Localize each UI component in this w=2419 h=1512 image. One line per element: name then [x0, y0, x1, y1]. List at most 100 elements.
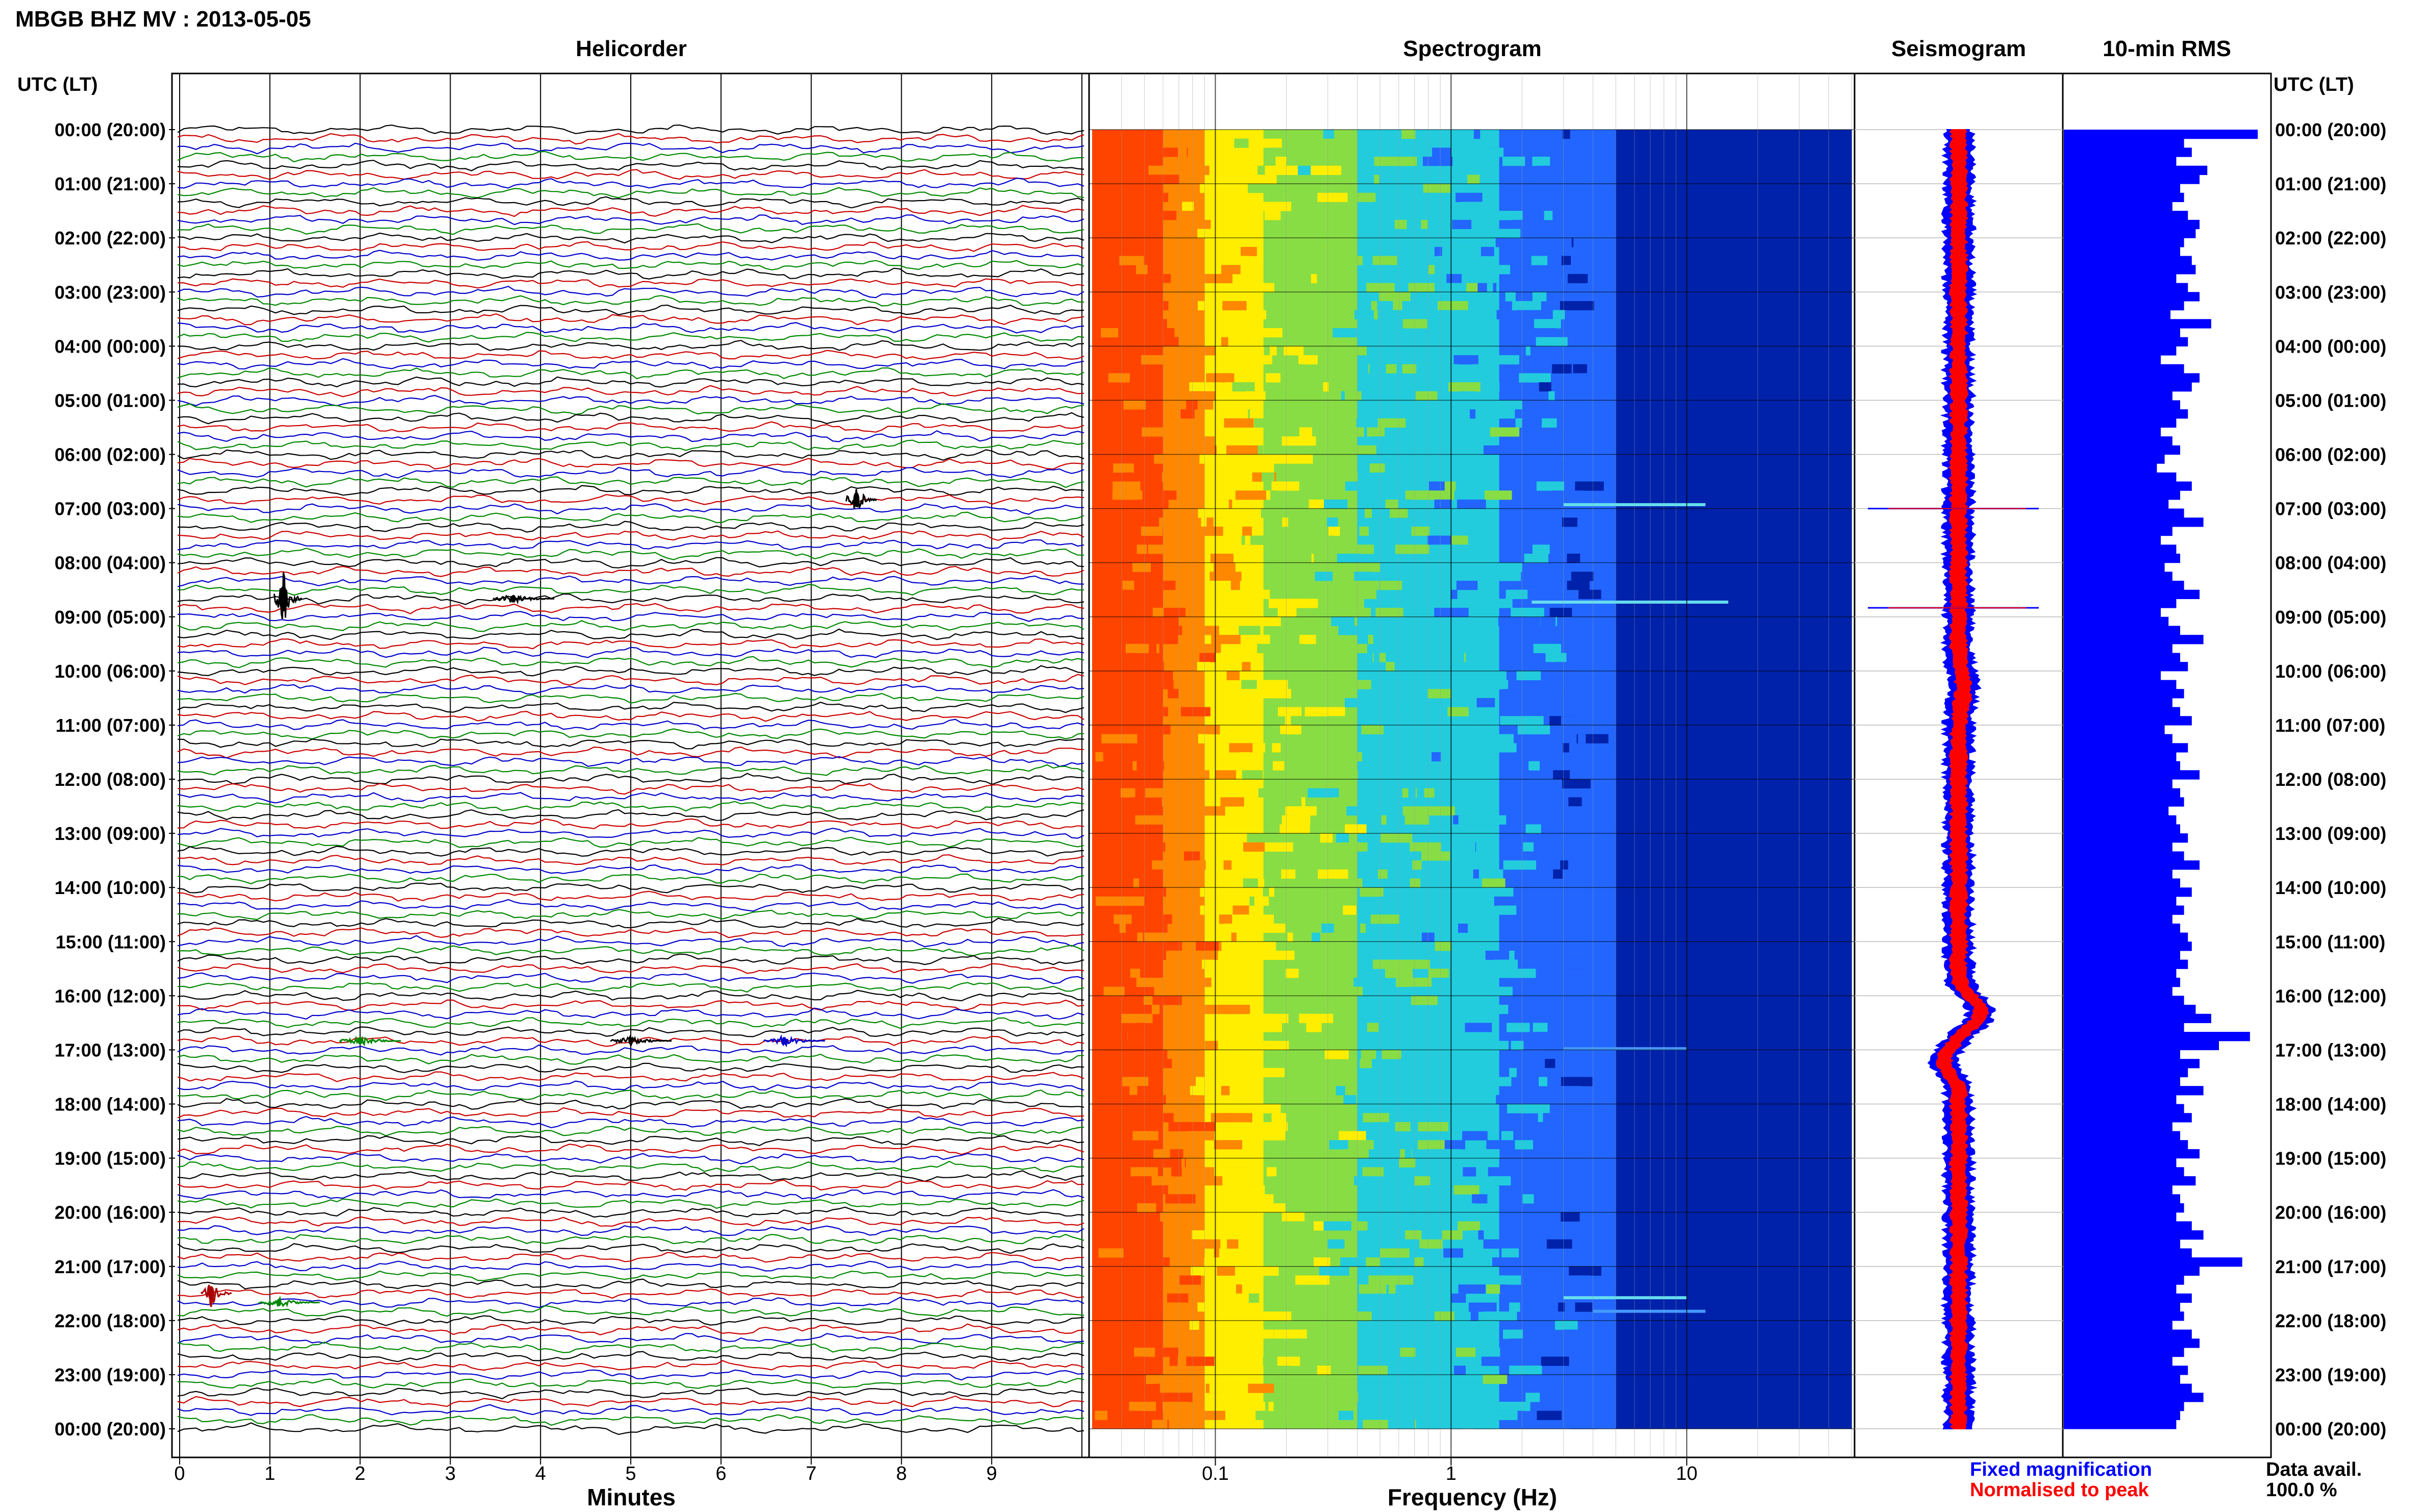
spectrogram-cell: [1189, 1320, 1199, 1330]
spectrogram-cell: [1338, 1410, 1353, 1420]
spectrogram-cell: [1200, 905, 1233, 915]
spectrogram-cell: [1377, 301, 1393, 311]
spectrogram-cell: [1095, 175, 1107, 184]
spectrogram-cell: [1323, 499, 1348, 509]
spectrogram-cell: [1517, 310, 1542, 319]
spectrogram-cell: [1512, 1140, 1533, 1150]
spectrogram-cell: [1179, 725, 1191, 735]
time-label-right: 00:00 (20:00): [2275, 1419, 2386, 1440]
spectrogram-cell: [1480, 246, 1494, 257]
spectrogram-cell: [1405, 1293, 1416, 1303]
spectrogram-cell: [1221, 707, 1235, 716]
time-label-left: 18:00 (14:00): [55, 1094, 166, 1115]
spectrogram-cell: [1189, 382, 1221, 392]
spectrogram-cell: [1138, 499, 1169, 509]
spectrogram-cell: [1564, 265, 1574, 275]
spectrogram-cell: [1151, 175, 1167, 184]
spectrogram-cell: [1542, 418, 1557, 428]
spectrogram-cell: [1139, 779, 1155, 789]
time-label-right: 16:00 (12:00): [2275, 985, 2386, 1006]
minute-tick-label: 0: [174, 1463, 185, 1484]
spectrogram-cell: [1475, 1347, 1500, 1357]
spectrogram-cell: [1226, 445, 1258, 455]
spectrogram-cell: [1567, 959, 1592, 969]
spectrogram-cell: [1437, 301, 1468, 311]
spectrogram-cell: [1311, 274, 1317, 284]
spectrogram-cell: [1122, 1077, 1149, 1086]
rms-bar: [2064, 1230, 2204, 1240]
spectrogram-cell: [1579, 1339, 1585, 1348]
spectrogram-cell: [1198, 445, 1217, 455]
spectrogram-cell: [1421, 229, 1440, 238]
spectrogram-cell: [1357, 1032, 1383, 1042]
spectrogram-cell: [1443, 1248, 1463, 1258]
helicorder-trace: [177, 332, 1084, 343]
spectrogram-cell: [1465, 463, 1485, 473]
spectrogram-cell: [1273, 599, 1307, 608]
helicorder-trace: [177, 890, 1084, 902]
spectrogram-cell: [1360, 788, 1389, 798]
spectrogram-cell: [1227, 734, 1255, 743]
spectrogram-cell: [1160, 1393, 1179, 1402]
spectrogram-cell: [1501, 698, 1535, 708]
spectrogram-cell: [1562, 779, 1591, 789]
spectrogram-cell: [1429, 544, 1453, 554]
spectrogram-cell: [1383, 1329, 1399, 1339]
spectrogram-cell: [1169, 1356, 1178, 1366]
spectrogram-cell: [1561, 716, 1593, 726]
spectrogram-cell: [1571, 905, 1583, 915]
spectrogram-cell: [1221, 941, 1254, 951]
time-label-left: 06:00 (02:00): [55, 444, 166, 465]
spectrogram-cell: [1146, 725, 1171, 735]
spectrogram-cell: [1107, 996, 1140, 1005]
spectrogram-cell: [1503, 860, 1536, 870]
spectrogram-cell: [1115, 959, 1138, 969]
spectrogram-cell: [1136, 265, 1148, 275]
spectrogram-cell: [1339, 1131, 1366, 1141]
spectrogram-cell: [1330, 932, 1342, 942]
time-label-right: 08:00 (04:00): [2275, 553, 2386, 574]
spectrogram-cell: [1232, 130, 1251, 139]
spectrogram-cell: [1519, 806, 1528, 816]
spectrogram-cell: [1525, 1013, 1534, 1023]
spectrogram-cell: [1433, 824, 1456, 834]
rms-bar: [2064, 219, 2200, 230]
spectrogram-cell: [1296, 192, 1315, 202]
spectrogram-cell: [1520, 851, 1537, 861]
time-label-left: 03:00 (23:00): [55, 282, 166, 303]
spectrogram-cell: [1476, 698, 1495, 708]
spectrogram-cell: [1453, 364, 1459, 374]
spectrogram-cell: [1418, 1122, 1448, 1132]
spectrogram-cell: [1403, 301, 1423, 311]
spectrogram-cell: [1252, 743, 1266, 753]
spectrogram-cell: [1429, 1086, 1452, 1096]
spectrogram-cell: [1158, 517, 1189, 527]
spectrogram-cell: [1436, 445, 1465, 455]
spectrogram-cell: [1528, 761, 1540, 771]
spectrogram-cell: [1172, 445, 1186, 455]
spectrogram-cell: [1372, 1320, 1400, 1330]
helicorder-trace: [177, 873, 1084, 884]
spectrogram-cell: [1345, 824, 1367, 834]
rms-bar: [2064, 996, 2184, 1005]
spectrogram-cell: [1294, 1339, 1300, 1348]
rms-bar: [2064, 165, 2208, 176]
helicorder-trace: [177, 313, 1084, 326]
frequency-tick-label: 10: [1676, 1463, 1697, 1484]
spectrogram-cell: [1393, 950, 1402, 960]
spectrogram-cell: [1483, 1239, 1504, 1249]
spectrogram-cell: [1578, 1393, 1606, 1402]
spectrogram-cell: [1205, 824, 1238, 834]
spectrogram-cell: [1221, 1086, 1230, 1096]
frequency-axis-ticks: 0.1 1 10: [1202, 1457, 1697, 1484]
spectrogram-cell: [1341, 1366, 1354, 1375]
spectrogram-cell: [1177, 878, 1203, 888]
spectrogram-cell: [1338, 373, 1351, 383]
spectrogram-cell: [1457, 1077, 1476, 1086]
rms-bar: [2064, 1212, 2177, 1222]
helicorder-trace: [177, 142, 1084, 155]
helicorder-event: [763, 1034, 825, 1048]
spectrogram-cell: [1146, 192, 1169, 202]
helicorder-trace: [177, 953, 1084, 965]
spectrogram-cell: [1299, 427, 1313, 437]
